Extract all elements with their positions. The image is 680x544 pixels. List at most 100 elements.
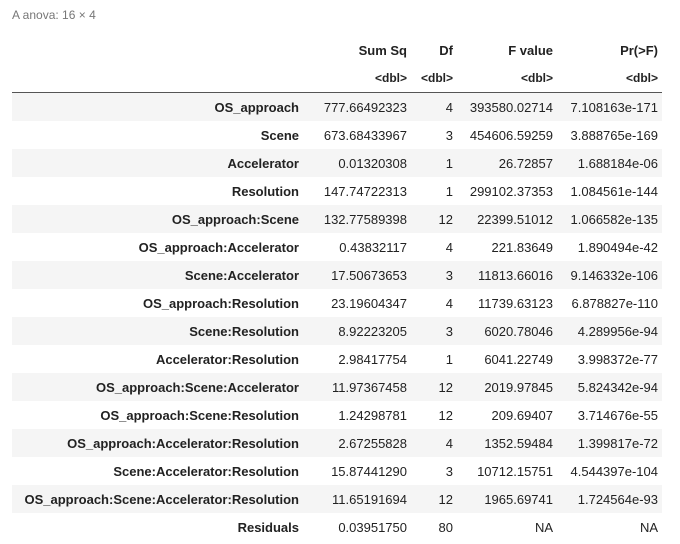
row-term-cell: OS_approach:Scene:Accelerator — [12, 373, 303, 401]
row-term-cell: OS_approach:Scene:Accelerator:Resolution — [12, 485, 303, 513]
column-type-df: <dbl> — [411, 64, 457, 93]
row-term-cell: OS_approach:Accelerator — [138, 239, 299, 255]
row-term-cell: Accelerator — [12, 149, 303, 177]
table-row: OS_approach:Scene:Accelerator:Resolution… — [12, 485, 662, 513]
row-term-cell: Resolution — [231, 183, 299, 199]
row-term-cell: Scene:Resolution — [12, 317, 303, 345]
row-sum-sq-cell: 11.97367458 — [303, 373, 411, 401]
row-f-value-cell: 393580.02714 — [457, 92, 557, 121]
table-body: OS_approach 777.66492323 4 393580.02714 7.10… — [12, 92, 662, 542]
row-sum-sq-cell: 17.50673653 — [303, 261, 411, 289]
row-sum-sq-cell: 0.43832117 — [339, 239, 407, 255]
column-header-f-value: F value — [508, 42, 553, 58]
row-term-cell: Accelerator:Resolution — [155, 351, 299, 367]
row-df-cell: 12 — [411, 373, 457, 401]
column-header-df: Df — [439, 42, 453, 58]
row-pr-f-cell: 1.066582e-135 — [557, 205, 662, 233]
row-f-value-cell: 11739.63123 — [478, 295, 553, 311]
row-sum-sq-cell: 1.24298781 — [338, 407, 407, 423]
table-row: Scene 673.68433967 3 454606.59259 3.888765e-… — [12, 121, 662, 149]
row-term-cell: OS_approach:Accelerator:Resolution — [12, 429, 303, 457]
column-header-pr-f: Pr(>F) — [620, 42, 658, 58]
row-term-cell: Residuals — [237, 519, 299, 535]
table-caption: A anova: 16 × 4 — [12, 8, 96, 22]
row-pr-f-cell: 3.998372e-77 — [577, 351, 658, 367]
row-f-value-cell: 1965.69741 — [457, 485, 557, 513]
row-df-cell: 4 — [411, 429, 457, 457]
row-f-value-cell: 209.69407 — [491, 407, 553, 423]
row-sum-sq-cell: 0.01320308 — [303, 149, 411, 177]
row-df-cell: 4 — [411, 92, 457, 121]
row-pr-f-cell: 3.888765e-169 — [570, 127, 658, 143]
term-column-header — [12, 36, 303, 64]
row-sum-sq-cell: 11.65191694 — [303, 485, 411, 513]
row-df-cell: 80 — [438, 519, 453, 535]
row-term-cell: OS_approach:Resolution — [142, 295, 299, 311]
table-row: OS_approach:Scene:Accelerator 11.97367458… — [12, 373, 662, 401]
column-type-pr-f: <dbl> — [557, 64, 662, 93]
row-df-cell: 1 — [445, 351, 453, 367]
row-f-value-cell: 26.72857 — [457, 149, 557, 177]
row-sum-sq-cell: 0.03951750 — [338, 519, 407, 535]
row-f-value-cell: 299102.37353 — [469, 183, 553, 199]
row-df-cell: 1 — [411, 149, 457, 177]
table-row: OS_approach 777.66492323 4 393580.02714 7.10… — [12, 92, 662, 121]
row-term-cell: OS_approach — [12, 92, 303, 121]
row-sum-sq-cell: 15.87441290 — [331, 463, 407, 479]
table-row: OS_approach:Scene:Resolution 1.24298781 12… — [12, 401, 662, 429]
term-type-header — [12, 64, 303, 93]
column-type-row: <dbl> <dbl> <dbl> <dbl> — [12, 64, 662, 93]
row-sum-sq-cell: 777.66492323 — [303, 92, 411, 121]
row-pr-f-cell: 1.724564e-93 — [557, 485, 662, 513]
table-row: Accelerator 0.01320308 1 26.72857 1.688184e-… — [12, 149, 662, 177]
table-header: Sum Sq Df F value Pr(>F) <dbl> <dbl> <db… — [12, 36, 662, 93]
row-pr-f-cell: 3.714676e-55 — [577, 407, 658, 423]
table-row: Scene:Resolution 8.92223205 3 6020.78046 4.2… — [12, 317, 662, 345]
row-f-value-cell: 454606.59259 — [469, 127, 553, 143]
row-pr-f-cell: 1.084561e-144 — [570, 183, 658, 199]
row-pr-f-cell: 1.890494e-42 — [577, 239, 658, 255]
anova-table: Sum Sq Df F value Pr(>F) <dbl> <dbl> <db… — [12, 36, 662, 541]
row-df-cell: 4 — [445, 239, 453, 255]
column-type-sum-sq: <dbl> — [303, 64, 411, 93]
row-pr-f-cell: 9.146332e-106 — [557, 261, 662, 289]
row-sum-sq-cell: 132.77589398 — [303, 205, 411, 233]
row-f-value-cell: 1352.59484 — [457, 429, 557, 457]
table-row: OS_approach:Scene 132.77589398 12 22399.510… — [12, 205, 662, 233]
row-f-value-cell: NA — [534, 519, 553, 535]
table-row: Scene:Accelerator:Resolution 15.87441290 3… — [12, 457, 662, 485]
row-df-cell: 4 — [445, 295, 453, 311]
column-header-sum-sq: Sum Sq — [358, 42, 407, 58]
row-f-value-cell: 22399.51012 — [457, 205, 557, 233]
table-row: Residuals 0.03951750 80 NA NA — [12, 513, 662, 541]
row-pr-f-cell: 1.399817e-72 — [557, 429, 662, 457]
row-f-value-cell: 221.83649 — [491, 239, 553, 255]
row-df-cell: 12 — [411, 205, 457, 233]
row-pr-f-cell: 6.878827e-110 — [571, 295, 658, 311]
row-pr-f-cell: 4.544397e-104 — [570, 463, 658, 479]
row-sum-sq-cell: 673.68433967 — [323, 127, 407, 143]
row-sum-sq-cell: 23.19604347 — [331, 295, 407, 311]
row-df-cell: 3 — [445, 463, 453, 479]
row-term-cell: Scene — [260, 127, 299, 143]
table-row: OS_approach:Accelerator:Resolution 2.6725… — [12, 429, 662, 457]
row-term-cell: OS_approach:Scene — [12, 205, 303, 233]
row-sum-sq-cell: 147.74722313 — [323, 183, 407, 199]
row-df-cell: 12 — [438, 407, 453, 423]
row-f-value-cell: 10712.15751 — [477, 463, 553, 479]
column-type-f-value: <dbl> — [457, 64, 557, 93]
row-df-cell: 3 — [411, 317, 457, 345]
row-sum-sq-cell: 8.92223205 — [303, 317, 411, 345]
table-row: Scene:Accelerator 17.50673653 3 11813.66016… — [12, 261, 662, 289]
table-row: Accelerator:Resolution 2.98417754 1 6041.22… — [12, 345, 662, 373]
row-f-value-cell: 6041.22749 — [484, 351, 553, 367]
row-df-cell: 3 — [411, 261, 457, 289]
row-pr-f-cell: 7.108163e-171 — [557, 92, 662, 121]
row-pr-f-cell: 4.289956e-94 — [557, 317, 662, 345]
row-sum-sq-cell: 2.98417754 — [338, 351, 407, 367]
row-f-value-cell: 11813.66016 — [457, 261, 557, 289]
table-row: OS_approach:Resolution 23.19604347 4 11739.… — [12, 289, 662, 317]
row-df-cell: 12 — [411, 485, 457, 513]
row-f-value-cell: 2019.97845 — [457, 373, 557, 401]
column-header-row: Sum Sq Df F value Pr(>F) — [12, 36, 662, 64]
